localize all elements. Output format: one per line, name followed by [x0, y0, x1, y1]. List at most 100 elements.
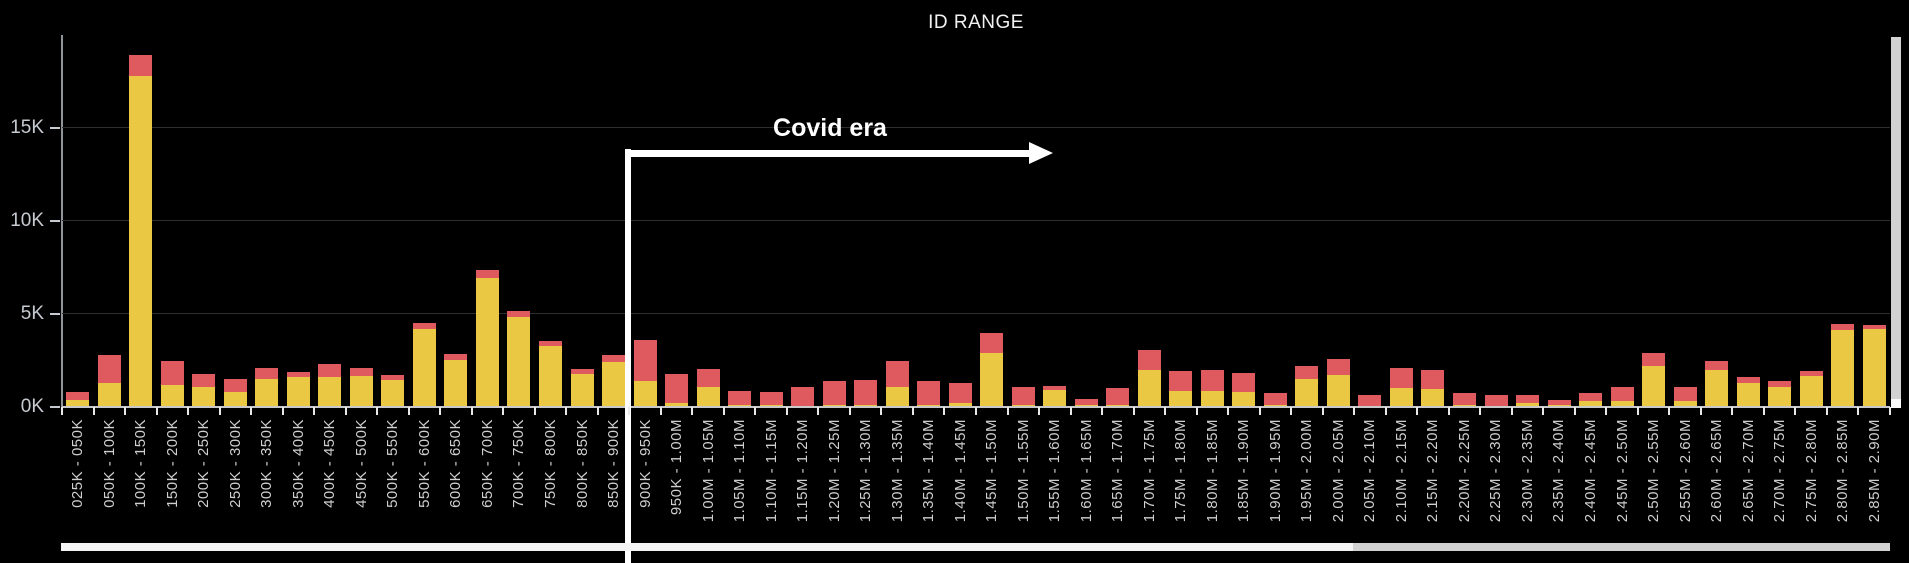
bar-segment-yellow[interactable]: [1200, 391, 1224, 407]
bar-segment-red[interactable]: [160, 360, 184, 385]
bar-segment-yellow[interactable]: [948, 403, 972, 407]
bar-segment-yellow[interactable]: [160, 384, 184, 407]
bar-segment-red[interactable]: [1768, 380, 1792, 387]
bar-segment-red[interactable]: [1263, 393, 1287, 406]
bar-400K - 450K[interactable]: [318, 364, 342, 407]
bar-segment-red[interactable]: [1389, 367, 1413, 389]
bar-segment-yellow[interactable]: [1137, 369, 1161, 407]
bar-segment-red[interactable]: [318, 364, 342, 378]
bar-segment-yellow[interactable]: [1516, 403, 1540, 407]
bar-segment-red[interactable]: [286, 371, 310, 378]
bar-1.20M - 1.25M[interactable]: [822, 380, 846, 407]
bar-segment-red[interactable]: [822, 380, 846, 406]
bar-1.00M - 1.05M[interactable]: [696, 368, 720, 407]
bar-segment-red[interactable]: [1736, 377, 1760, 383]
bar-650K - 700K[interactable]: [475, 270, 499, 407]
bar-segment-red[interactable]: [1169, 370, 1193, 392]
bar-2.65M - 2.70M[interactable]: [1736, 377, 1760, 407]
bar-segment-yellow[interactable]: [1862, 328, 1886, 407]
bar-segment-red[interactable]: [602, 354, 626, 363]
bar-segment-red[interactable]: [1610, 387, 1634, 401]
bar-2.40M - 2.45M[interactable]: [1579, 393, 1603, 407]
bar-segment-red[interactable]: [1579, 393, 1603, 402]
bar-900K - 950K[interactable]: [633, 340, 657, 407]
bar-segment-red[interactable]: [1043, 385, 1067, 391]
bar-segment-red[interactable]: [1673, 386, 1697, 401]
bar-2.70M - 2.75M[interactable]: [1768, 380, 1792, 407]
bar-2.80M - 2.85M[interactable]: [1831, 324, 1855, 407]
bar-1.25M - 1.30M[interactable]: [854, 380, 878, 407]
bar-segment-red[interactable]: [728, 391, 752, 406]
bar-1.50M - 1.55M[interactable]: [1011, 387, 1035, 407]
bar-1.95M - 2.00M[interactable]: [1295, 366, 1319, 407]
bar-segment-red[interactable]: [570, 368, 594, 374]
bar-segment-yellow[interactable]: [66, 399, 90, 407]
horizontal-scrollbar-thumb[interactable]: [61, 543, 1353, 551]
bar-025K - 050K[interactable]: [66, 392, 90, 407]
bar-segment-yellow[interactable]: [1610, 400, 1634, 407]
bar-1.90M - 1.95M[interactable]: [1263, 393, 1287, 407]
bar-segment-red[interactable]: [1106, 388, 1130, 406]
bar-segment-red[interactable]: [475, 270, 499, 278]
bar-segment-yellow[interactable]: [1673, 400, 1697, 407]
bar-2.15M - 2.20M[interactable]: [1421, 369, 1445, 407]
bar-600K - 650K[interactable]: [444, 354, 468, 407]
bar-segment-yellow[interactable]: [1705, 369, 1729, 407]
bar-segment-red[interactable]: [633, 340, 657, 381]
bar-segment-yellow[interactable]: [696, 387, 720, 407]
bar-segment-yellow[interactable]: [1043, 390, 1067, 407]
bar-segment-yellow[interactable]: [1799, 376, 1823, 407]
vertical-scrollbar[interactable]: [1891, 37, 1901, 399]
bar-segment-yellow[interactable]: [980, 353, 1004, 407]
bar-segment-yellow[interactable]: [602, 362, 626, 407]
bar-segment-red[interactable]: [1799, 370, 1823, 377]
bar-segment-yellow[interactable]: [1768, 386, 1792, 407]
bar-segment-red[interactable]: [539, 340, 562, 346]
bar-segment-yellow[interactable]: [444, 359, 468, 407]
bar-segment-red[interactable]: [791, 387, 815, 407]
bar-1.65M - 1.70M[interactable]: [1106, 388, 1130, 407]
bar-segment-red[interactable]: [1453, 393, 1476, 406]
bar-segment-red[interactable]: [444, 354, 468, 360]
bar-1.40M - 1.45M[interactable]: [948, 382, 972, 407]
bar-segment-red[interactable]: [66, 392, 90, 400]
bar-segment-red[interactable]: [1547, 399, 1571, 406]
bar-segment-yellow[interactable]: [1295, 379, 1319, 407]
bar-segment-red[interactable]: [412, 323, 436, 329]
bar-2.75M - 2.80M[interactable]: [1799, 370, 1823, 407]
horizontal-scrollbar-track[interactable]: [1353, 543, 1890, 551]
bar-segment-yellow[interactable]: [539, 345, 562, 407]
bar-segment-red[interactable]: [1326, 358, 1350, 376]
bar-segment-red[interactable]: [129, 55, 153, 76]
bar-segment-red[interactable]: [1421, 369, 1445, 390]
bar-segment-red[interactable]: [885, 360, 909, 387]
bar-1.35M - 1.40M[interactable]: [917, 380, 941, 407]
bar-segment-yellow[interactable]: [1169, 391, 1193, 407]
bar-2.30M - 2.35M[interactable]: [1516, 394, 1540, 407]
bar-1.70M - 1.75M[interactable]: [1137, 350, 1161, 407]
bar-1.10M - 1.15M[interactable]: [759, 392, 783, 407]
bar-segment-red[interactable]: [1011, 387, 1035, 406]
bar-segment-red[interactable]: [255, 367, 279, 380]
bar-1.45M - 1.50M[interactable]: [980, 332, 1004, 407]
bar-500K - 550K[interactable]: [381, 375, 405, 407]
bar-1.80M - 1.85M[interactable]: [1200, 369, 1224, 407]
bar-segment-red[interactable]: [1358, 394, 1382, 407]
bar-segment-red[interactable]: [507, 311, 531, 317]
bar-segment-red[interactable]: [1137, 350, 1161, 370]
bar-segment-red[interactable]: [349, 367, 373, 377]
bar-segment-red[interactable]: [917, 380, 941, 406]
bar-850K - 900K[interactable]: [602, 354, 626, 407]
bar-segment-yellow[interactable]: [1389, 388, 1413, 407]
bar-segment-yellow[interactable]: [129, 75, 153, 407]
bar-segment-red[interactable]: [1831, 324, 1855, 330]
bar-2.50M - 2.55M[interactable]: [1642, 353, 1666, 407]
bar-segment-yellow[interactable]: [412, 328, 436, 407]
bar-segment-red[interactable]: [980, 332, 1004, 354]
bar-segment-red[interactable]: [1862, 325, 1886, 329]
bar-750K - 800K[interactable]: [539, 340, 562, 407]
bar-250K - 300K[interactable]: [223, 379, 247, 407]
bar-segment-yellow[interactable]: [1736, 382, 1760, 407]
bar-segment-yellow[interactable]: [223, 392, 247, 407]
bar-segment-red[interactable]: [1516, 394, 1540, 404]
